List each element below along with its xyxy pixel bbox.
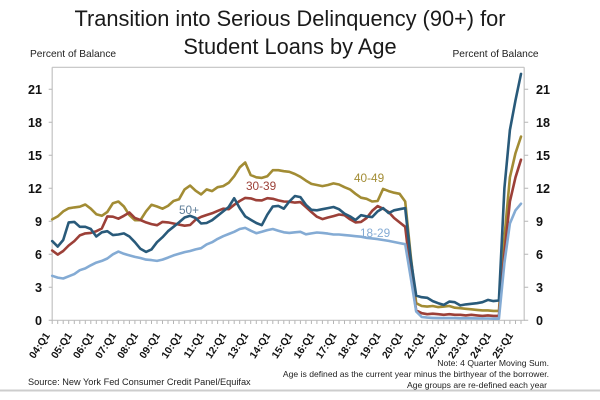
svg-text:12:Q1: 12:Q1 — [204, 331, 229, 361]
svg-text:40-49: 40-49 — [354, 171, 384, 185]
svg-text:12: 12 — [28, 182, 42, 196]
svg-text:17:Q1: 17:Q1 — [314, 331, 339, 361]
svg-text:24:Q1: 24:Q1 — [469, 331, 494, 361]
svg-text:21: 21 — [536, 83, 550, 97]
svg-text:13:Q1: 13:Q1 — [226, 331, 251, 361]
svg-text:30-39: 30-39 — [246, 179, 276, 193]
svg-text:12: 12 — [536, 182, 550, 196]
svg-text:16:Q1: 16:Q1 — [292, 331, 317, 361]
svg-text:15: 15 — [536, 149, 550, 163]
svg-text:0: 0 — [536, 314, 543, 328]
svg-text:6: 6 — [536, 248, 543, 262]
svg-text:23:Q1: 23:Q1 — [447, 331, 472, 361]
svg-text:25:Q1: 25:Q1 — [491, 331, 516, 361]
svg-text:19:Q1: 19:Q1 — [358, 331, 383, 361]
svg-text:3: 3 — [35, 281, 42, 295]
svg-text:09:Q1: 09:Q1 — [138, 331, 163, 361]
svg-text:10:Q1: 10:Q1 — [160, 331, 185, 361]
svg-text:18: 18 — [536, 116, 550, 130]
svg-text:0: 0 — [35, 314, 42, 328]
svg-text:9: 9 — [35, 215, 42, 229]
svg-text:9: 9 — [536, 215, 543, 229]
svg-text:04:Q1: 04:Q1 — [28, 331, 53, 361]
svg-text:05:Q1: 05:Q1 — [50, 331, 75, 361]
svg-text:3: 3 — [536, 281, 543, 295]
svg-text:6: 6 — [35, 248, 42, 262]
svg-text:08:Q1: 08:Q1 — [116, 331, 141, 361]
svg-text:06:Q1: 06:Q1 — [72, 331, 97, 361]
svg-text:18-29: 18-29 — [360, 226, 390, 240]
svg-text:15: 15 — [28, 149, 42, 163]
svg-text:14:Q1: 14:Q1 — [248, 331, 273, 361]
svg-text:20:Q1: 20:Q1 — [381, 331, 406, 361]
svg-text:21: 21 — [28, 83, 42, 97]
svg-text:18:Q1: 18:Q1 — [336, 331, 361, 361]
svg-text:50+: 50+ — [179, 203, 199, 217]
svg-text:18: 18 — [28, 116, 42, 130]
svg-text:15:Q1: 15:Q1 — [270, 331, 295, 361]
svg-text:21:Q1: 21:Q1 — [403, 331, 428, 361]
svg-text:22:Q1: 22:Q1 — [425, 331, 450, 361]
svg-text:11:Q1: 11:Q1 — [182, 331, 207, 361]
svg-text:07:Q1: 07:Q1 — [94, 331, 119, 361]
